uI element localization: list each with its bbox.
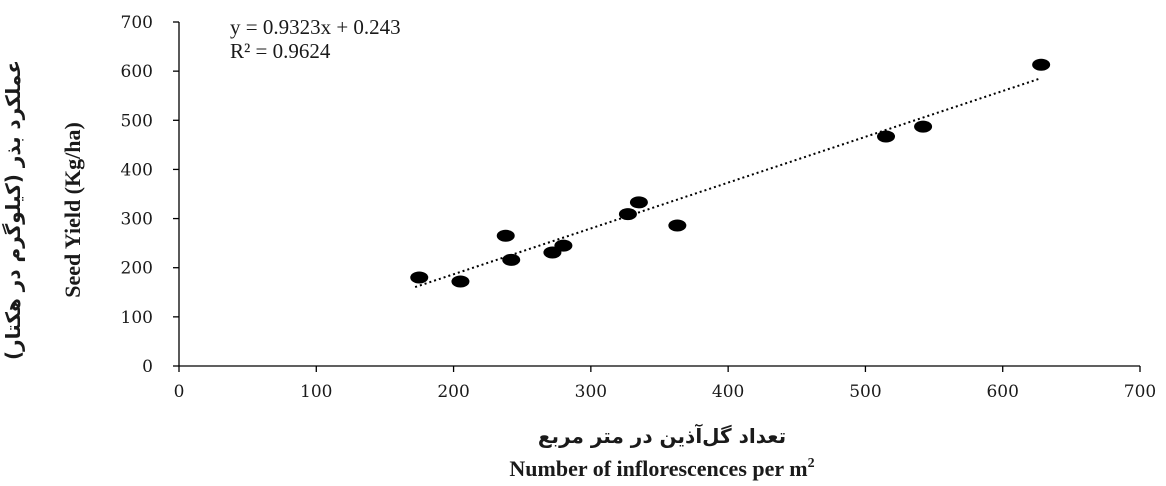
y-axis-title-english: Seed Yield (Kg/ha) bbox=[60, 122, 85, 298]
y-tick-label: 400 bbox=[121, 160, 153, 180]
data-point bbox=[502, 253, 521, 266]
x-tick-label: 600 bbox=[986, 382, 1018, 402]
chart-labels: y = 0.9323x + 0.243 R² = 0.9624 تعداد گل… bbox=[1, 15, 815, 481]
data-point bbox=[496, 229, 515, 242]
data-points bbox=[410, 58, 1051, 288]
x-axis-title-english: Number of inflorescences per m2 bbox=[509, 456, 814, 481]
y-axis-title-persian: عملکرد بذر (کیلوگرم در هکتار) bbox=[1, 60, 25, 360]
x-tick-label: 100 bbox=[300, 382, 332, 402]
data-point bbox=[629, 196, 648, 209]
x-axis-title-persian: تعداد گل‌آذین در متر مربع bbox=[538, 423, 786, 448]
x-tick-label: 500 bbox=[849, 382, 881, 402]
x-axis-title-english-text: Number of inflorescences per m bbox=[509, 456, 807, 481]
x-tick-label: 0 bbox=[174, 382, 185, 402]
axes: 0 100 200 300 400 500 600 700 0 100 200 300 400 500 60… bbox=[121, 13, 1157, 402]
regression-equation: y = 0.9323x + 0.243 bbox=[230, 15, 401, 39]
data-point bbox=[451, 275, 470, 288]
data-point bbox=[554, 239, 573, 252]
y-tick-label: 300 bbox=[121, 210, 153, 230]
y-tick-label: 200 bbox=[121, 259, 153, 279]
data-point bbox=[410, 271, 429, 284]
x-tick-label: 400 bbox=[712, 382, 744, 402]
r-squared-label: R² = 0.9624 bbox=[230, 39, 331, 63]
x-axis-title-superscript: 2 bbox=[808, 456, 815, 471]
data-point bbox=[618, 208, 637, 221]
data-point bbox=[1032, 58, 1051, 71]
y-tick-label: 700 bbox=[121, 13, 153, 33]
y-tick-label: 500 bbox=[121, 111, 153, 131]
data-point bbox=[877, 130, 896, 143]
x-tick-label: 200 bbox=[437, 382, 469, 402]
x-tick-label: 700 bbox=[1124, 382, 1156, 402]
data-point bbox=[914, 120, 933, 133]
x-tick-label: 300 bbox=[575, 382, 607, 402]
y-tick-label: 600 bbox=[121, 62, 153, 82]
data-point bbox=[668, 219, 687, 232]
y-tick-label: 0 bbox=[142, 357, 153, 377]
y-tick-label: 100 bbox=[121, 308, 153, 328]
